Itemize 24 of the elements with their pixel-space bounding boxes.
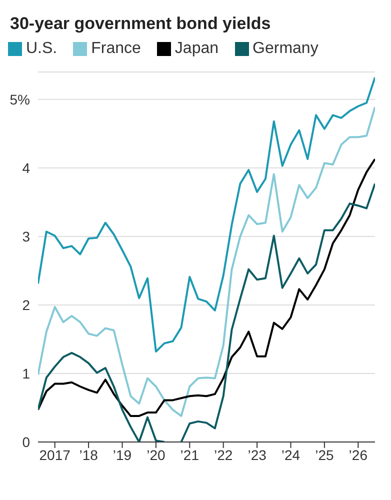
y-tick-label: 2 <box>22 296 30 313</box>
legend-label: U.S. <box>26 40 58 57</box>
y-tick-label: 3 <box>22 228 30 244</box>
x-tick-label: ’26 <box>348 446 368 463</box>
x-tick-label: 2017 <box>39 446 71 463</box>
x-tick-label: ’23 <box>248 446 267 463</box>
x-tick-label: ’25 <box>315 446 334 463</box>
y-tick-label: 1 <box>22 365 30 382</box>
x-tick-label: ’19 <box>112 446 132 463</box>
line-series <box>38 158 375 417</box>
x-tick-label: ’20 <box>146 446 166 463</box>
chart-title: 30-year government bond yields <box>9 13 272 35</box>
x-tick-label: ’24 <box>281 446 300 463</box>
legend-label: France <box>91 40 141 57</box>
y-tick-label: 5% <box>10 91 30 108</box>
y-tick-label: 4 <box>22 160 30 176</box>
x-tick-label: ’22 <box>214 446 233 463</box>
line-series <box>38 76 375 353</box>
x-tick-label: ’18 <box>79 446 98 463</box>
legend-label: Japan <box>174 40 219 57</box>
x-tick-label: ’21 <box>180 446 200 463</box>
legend-label: Germany <box>252 40 318 57</box>
y-tick-label: 0 <box>22 434 30 450</box>
line-series <box>38 106 375 417</box>
